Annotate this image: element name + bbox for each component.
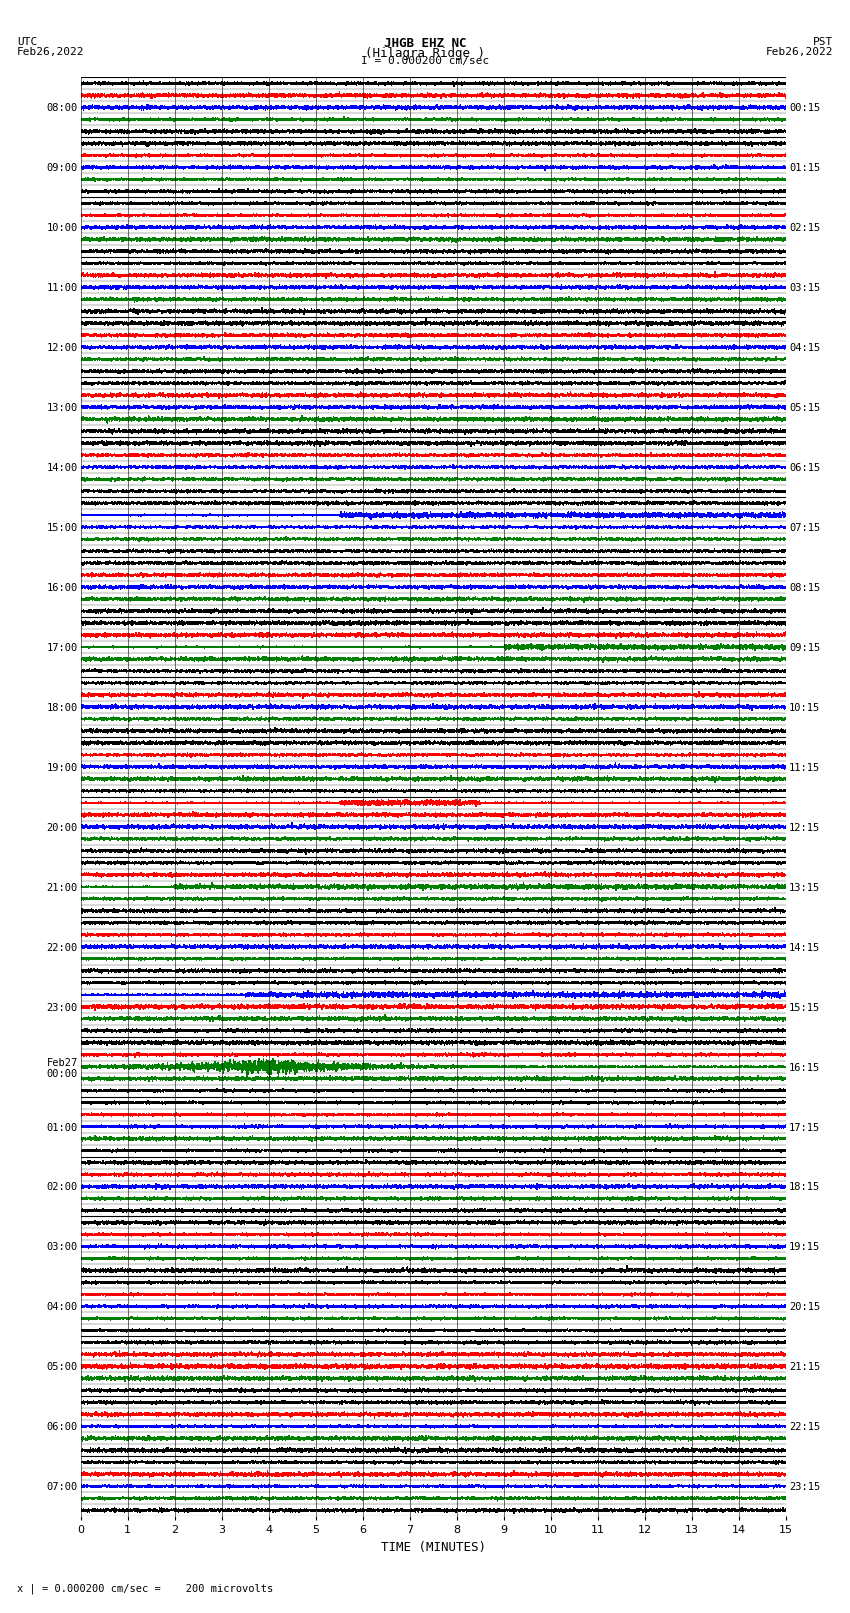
Text: I = 0.000200 cm/sec: I = 0.000200 cm/sec [361,56,489,66]
Text: (Hilagra Ridge ): (Hilagra Ridge ) [365,47,485,60]
X-axis label: TIME (MINUTES): TIME (MINUTES) [381,1540,486,1553]
Text: x | = 0.000200 cm/sec =    200 microvolts: x | = 0.000200 cm/sec = 200 microvolts [17,1582,273,1594]
Text: PST: PST [813,37,833,47]
Text: Feb26,2022: Feb26,2022 [766,47,833,56]
Text: JHGB EHZ NC: JHGB EHZ NC [383,37,467,50]
Text: UTC: UTC [17,37,37,47]
Text: Feb26,2022: Feb26,2022 [17,47,84,56]
